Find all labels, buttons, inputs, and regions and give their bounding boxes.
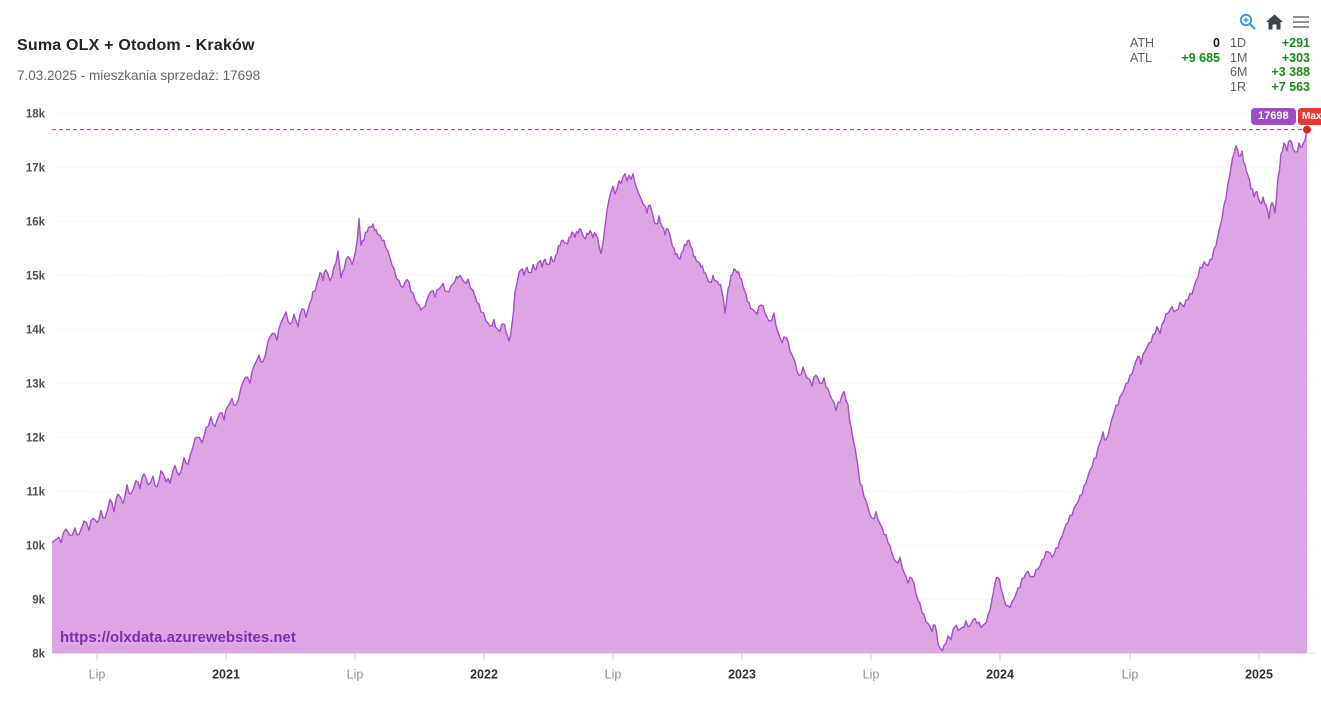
x-axis-label: 2022	[470, 667, 498, 681]
stat-6m-label: 6M	[1230, 65, 1248, 79]
x-axis-label: 2021	[212, 667, 240, 681]
y-axis-label: 8k	[32, 648, 45, 660]
menu-icon[interactable]	[1292, 14, 1310, 30]
home-icon[interactable]	[1265, 13, 1284, 31]
stat-1m-value: +303	[1281, 50, 1310, 65]
stat-1d-value: +291	[1281, 36, 1310, 50]
stat-1m-label: 1M	[1230, 50, 1248, 65]
max-value-badge: 17698	[1251, 108, 1296, 125]
stat-ath-value: 0	[1213, 36, 1220, 50]
chart-toolbar	[1239, 13, 1310, 31]
y-axis-label: 9k	[32, 594, 45, 606]
y-axis-label: 10k	[26, 540, 46, 552]
max-point-dot	[1303, 125, 1311, 134]
x-axis-label: 2023	[728, 667, 756, 681]
zoom-in-icon[interactable]	[1239, 13, 1257, 31]
area-series-fill	[52, 129, 1307, 654]
x-axis-label: Lip	[863, 667, 880, 681]
y-axis-label: 13k	[26, 378, 46, 390]
stat-ath-label: ATH	[1130, 36, 1155, 50]
x-axis-label: Lip	[605, 667, 622, 681]
y-axis-label: 18k	[26, 108, 46, 120]
stats-panel: ATH 0 1D +291 ATL +9 685 1M +303 6M +3 3…	[1130, 36, 1310, 94]
x-axis-label: 2025	[1245, 667, 1273, 681]
x-axis: Lip 2021 Lip 2022 Lip 2023 Lip 2024 Lip 2025	[89, 653, 1273, 681]
area-series-line	[51, 129, 1308, 652]
x-axis-label: Lip	[89, 667, 106, 681]
y-axis-label: 15k	[26, 270, 46, 282]
stat-1r-label: 1R	[1230, 79, 1246, 94]
x-axis-label: Lip	[347, 667, 364, 681]
y-axis-label: 14k	[26, 324, 46, 336]
x-axis-label: Lip	[1122, 667, 1139, 681]
stat-1r-value: +7 563	[1271, 79, 1310, 94]
y-axis-label: 16k	[26, 216, 46, 228]
y-axis-label: 12k	[26, 432, 46, 444]
y-axis-label: 17k	[26, 162, 46, 174]
stat-atl-label: ATL	[1130, 50, 1152, 65]
stat-6m-value: +3 388	[1271, 65, 1310, 79]
y-axis-label: 11k	[26, 486, 45, 498]
y-grid: 8k 9k 10k 11k 12k 13k 14k 15k 16k 17k 18k	[26, 108, 1316, 660]
stat-atl-value: +9 685	[1181, 50, 1220, 65]
max-flag-badge: Max	[1298, 108, 1321, 125]
stat-1d-label: 1D	[1230, 36, 1246, 50]
page-subtitle: 7.03.2025 - mieszkania sprzedaż: 17698	[17, 68, 261, 83]
watermark-link[interactable]: https://olxdata.azurewebsites.net	[60, 629, 296, 646]
page-title: Suma OLX + Otodom - Kraków	[17, 37, 255, 54]
x-axis-label: 2024	[986, 667, 1014, 681]
